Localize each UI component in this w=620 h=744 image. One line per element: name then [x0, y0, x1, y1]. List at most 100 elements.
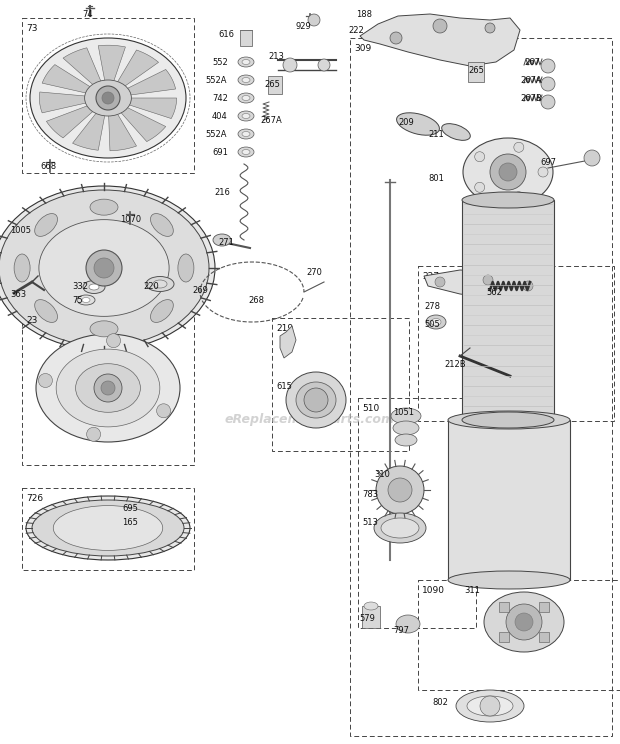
Polygon shape	[120, 107, 166, 141]
Ellipse shape	[364, 602, 378, 610]
Text: 271: 271	[218, 238, 234, 247]
Text: 802: 802	[432, 698, 448, 707]
Text: 579: 579	[359, 614, 375, 623]
Ellipse shape	[238, 147, 254, 157]
Bar	[539, 602, 549, 612]
Text: 332: 332	[72, 282, 88, 291]
Circle shape	[514, 192, 524, 202]
Circle shape	[86, 250, 122, 286]
Text: 668: 668	[40, 162, 56, 171]
Polygon shape	[424, 270, 540, 300]
Bar	[499, 632, 509, 642]
Polygon shape	[117, 50, 159, 86]
Text: 265: 265	[468, 66, 484, 75]
Text: 505: 505	[424, 320, 440, 329]
Ellipse shape	[456, 690, 524, 722]
Text: 265: 265	[264, 80, 280, 89]
Ellipse shape	[238, 93, 254, 103]
Ellipse shape	[374, 513, 426, 543]
Ellipse shape	[242, 77, 250, 83]
Bar	[539, 632, 549, 642]
Polygon shape	[42, 65, 91, 93]
Ellipse shape	[238, 129, 254, 139]
Circle shape	[506, 604, 542, 640]
Ellipse shape	[426, 315, 446, 329]
Bar	[362, 606, 380, 628]
Circle shape	[475, 152, 485, 161]
Text: 311: 311	[464, 586, 480, 595]
Text: 220: 220	[143, 282, 159, 291]
Ellipse shape	[151, 214, 174, 237]
Ellipse shape	[463, 138, 553, 206]
Ellipse shape	[84, 80, 131, 116]
Ellipse shape	[397, 113, 440, 135]
Circle shape	[514, 142, 524, 153]
Circle shape	[107, 333, 120, 347]
Ellipse shape	[14, 254, 30, 282]
Ellipse shape	[36, 334, 180, 442]
Bar	[240, 30, 252, 46]
Circle shape	[304, 388, 328, 412]
Text: 616: 616	[218, 30, 234, 39]
Circle shape	[523, 281, 533, 291]
Text: 695: 695	[122, 504, 138, 513]
Bar	[268, 76, 282, 94]
Circle shape	[388, 478, 412, 502]
Text: 269: 269	[192, 286, 208, 295]
Ellipse shape	[462, 192, 554, 208]
Circle shape	[480, 696, 500, 716]
Polygon shape	[108, 113, 136, 151]
Circle shape	[584, 150, 600, 166]
Ellipse shape	[35, 214, 58, 237]
Ellipse shape	[391, 408, 421, 424]
Text: 209: 209	[398, 118, 414, 127]
Ellipse shape	[30, 38, 186, 158]
Text: 742: 742	[212, 94, 228, 103]
Polygon shape	[63, 48, 101, 86]
Text: 929: 929	[295, 22, 311, 31]
Polygon shape	[73, 112, 105, 150]
Text: 615: 615	[276, 382, 292, 391]
Ellipse shape	[396, 615, 420, 633]
Bar	[468, 62, 484, 82]
Ellipse shape	[431, 318, 441, 326]
Circle shape	[490, 154, 526, 190]
Circle shape	[157, 404, 171, 418]
Circle shape	[87, 427, 100, 441]
Circle shape	[318, 59, 330, 71]
Text: 404: 404	[212, 112, 228, 121]
Text: 188: 188	[356, 10, 372, 19]
Ellipse shape	[242, 150, 250, 155]
Circle shape	[390, 32, 402, 44]
Text: eReplacementParts.com: eReplacementParts.com	[225, 414, 395, 426]
Ellipse shape	[146, 277, 174, 292]
Text: 552A: 552A	[205, 76, 226, 85]
Ellipse shape	[90, 321, 118, 337]
Ellipse shape	[82, 298, 90, 303]
Bar	[462, 200, 554, 420]
Text: 309: 309	[354, 44, 371, 53]
Text: 267B: 267B	[520, 94, 542, 103]
Circle shape	[101, 381, 115, 395]
Ellipse shape	[286, 372, 346, 428]
Circle shape	[499, 163, 517, 181]
Text: 552A: 552A	[205, 130, 226, 139]
Circle shape	[283, 58, 297, 72]
Text: 267: 267	[524, 58, 540, 67]
Ellipse shape	[76, 364, 140, 412]
Polygon shape	[128, 98, 177, 118]
Text: 212B: 212B	[444, 360, 466, 369]
Text: 552: 552	[212, 58, 228, 67]
Circle shape	[515, 613, 533, 631]
Bar	[499, 602, 509, 612]
Text: 268: 268	[248, 296, 264, 305]
Ellipse shape	[213, 234, 231, 246]
Text: 270: 270	[306, 268, 322, 277]
Text: 513: 513	[362, 518, 378, 527]
Ellipse shape	[296, 382, 336, 418]
Ellipse shape	[448, 411, 570, 429]
Text: 801: 801	[428, 174, 444, 183]
Text: 510: 510	[362, 404, 379, 413]
Ellipse shape	[393, 421, 419, 435]
Text: 211: 211	[428, 130, 444, 139]
